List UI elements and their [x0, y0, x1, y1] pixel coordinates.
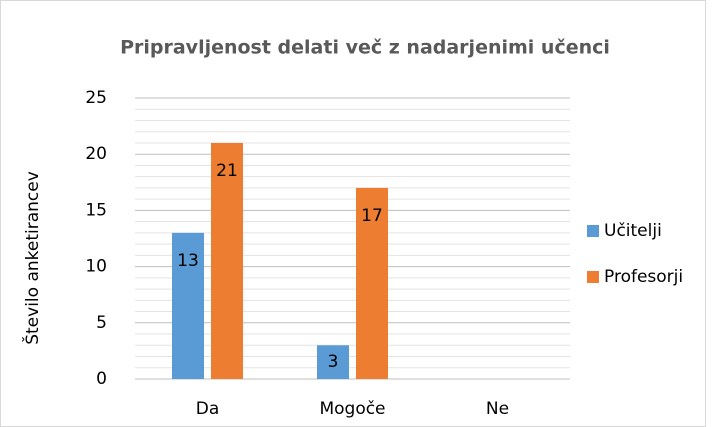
y-tick-label: 10 [85, 257, 107, 277]
x-tick-label: Da [196, 399, 220, 419]
data-label: 17 [361, 206, 383, 226]
data-label: 21 [216, 161, 238, 181]
legend-label: Profesorji [604, 267, 683, 287]
legend-label: Učitelji [604, 221, 662, 241]
y-tick-label: 5 [96, 313, 107, 333]
bar [172, 232, 204, 379]
data-label: 3 [328, 352, 339, 372]
data-label: 13 [177, 251, 199, 271]
y-tick-label: 25 [85, 88, 107, 108]
x-tick-label: Mogoče [319, 399, 385, 419]
bar [317, 345, 349, 379]
legend-swatch [587, 271, 599, 283]
y-tick-label: 0 [96, 369, 107, 389]
y-tick-label: 20 [85, 144, 107, 164]
legend-swatch [587, 225, 599, 237]
bar [211, 142, 243, 379]
x-tick-label: Ne [486, 399, 509, 419]
chart-title: Pripravljenost delati več z nadarjenimi … [120, 37, 610, 59]
bar [356, 187, 388, 379]
y-tick-label: 15 [85, 200, 107, 220]
y-axis-label: Število anketirancev [21, 171, 43, 345]
